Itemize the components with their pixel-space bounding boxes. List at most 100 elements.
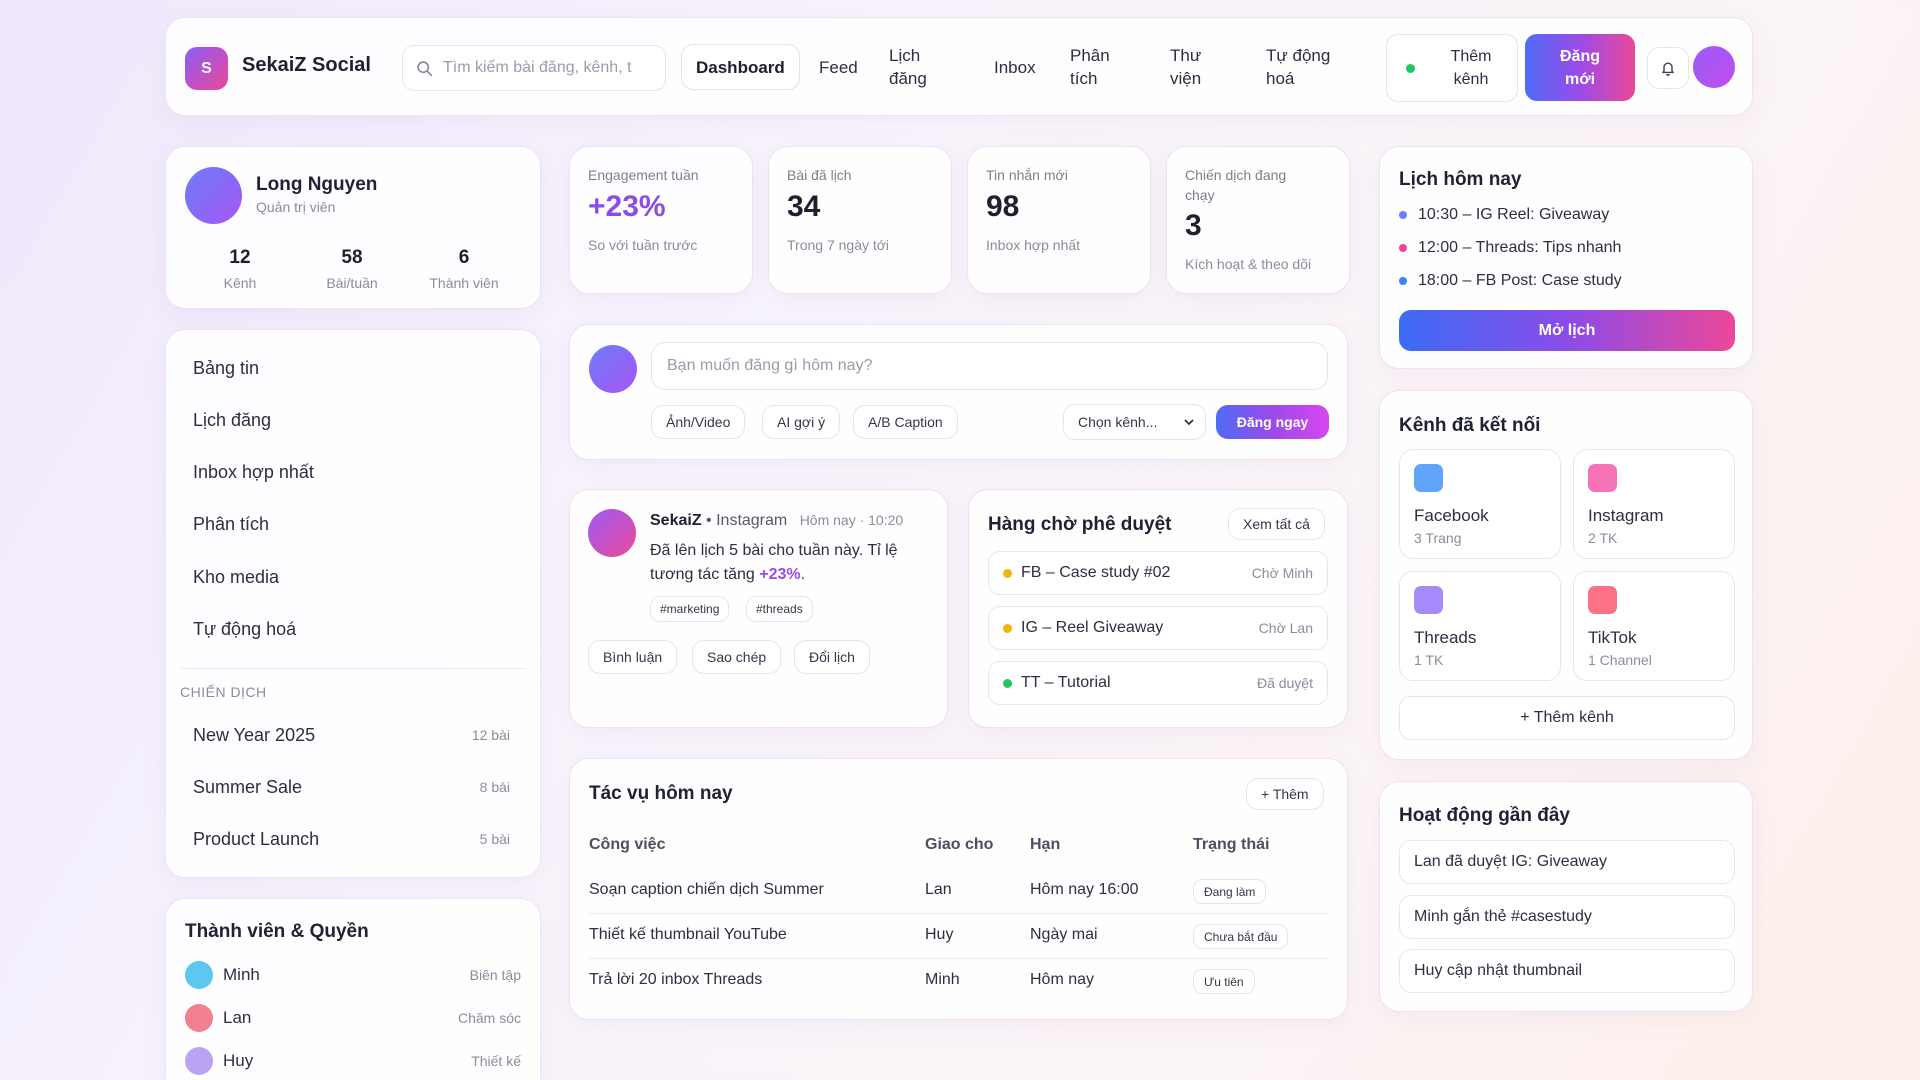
- campaign-item-summer-sale[interactable]: Summer Sale: [193, 777, 303, 797]
- member-row[interactable]: Minh Biên tập: [185, 960, 521, 990]
- profile-avatar: [185, 167, 242, 224]
- channel-tile-threads[interactable]: Threads 1 TK: [1399, 571, 1561, 681]
- schedule-item[interactable]: 10:30 – IG Reel: Giveaway: [1399, 206, 1609, 224]
- post-text-end: .: [800, 566, 806, 583]
- members-card: Thành viên & Quyền Minh Biên tập Lan Chă…: [165, 898, 541, 1080]
- stat-members: 6 Thành viên: [409, 247, 519, 291]
- approval-item-title: TT – Tutorial: [1021, 674, 1111, 691]
- sidebar-item-inbox[interactable]: Inbox hợp nhất: [193, 462, 314, 482]
- add-channel-button[interactable]: Thêm kênh: [1386, 34, 1518, 102]
- schedule-title: Lịch hôm nay: [1399, 169, 1522, 190]
- nav-automation[interactable]: Tự động hoá: [1266, 46, 1331, 88]
- campaign-count: 12 bài: [471, 727, 510, 743]
- profile-card: Long Nguyen Quản trị viên 12 Kênh 58 Bài…: [165, 146, 541, 309]
- user-avatar[interactable]: [1693, 46, 1735, 88]
- kpi-sub: So với tuần trước: [588, 237, 698, 253]
- approval-title: Hàng chờ phê duyệt: [988, 514, 1172, 535]
- ai-suggest-button[interactable]: AI gợi ý: [762, 405, 841, 439]
- add-task-button[interactable]: + Thêm: [1246, 778, 1324, 810]
- schedule-item[interactable]: 18:00 – FB Post: Case study: [1399, 272, 1622, 290]
- online-dot: [1406, 63, 1415, 73]
- media-option-button[interactable]: Ảnh/Video: [651, 405, 746, 439]
- schedule-item-text: 12:00 – Threads: Tips nhanh: [1418, 239, 1622, 256]
- nav-schedule[interactable]: Lịch đăng: [889, 46, 927, 88]
- kpi-value: 3: [1185, 209, 1202, 242]
- channel-tile-tiktok[interactable]: TikTok 1 Channel: [1573, 571, 1735, 681]
- status-badge: Ưu tiên: [1193, 969, 1255, 994]
- comment-button[interactable]: Bình luận: [588, 640, 678, 674]
- approval-item[interactable]: TT – Tutorial Đã duyệt: [988, 661, 1328, 705]
- campaign-count: 5 bài: [479, 831, 510, 847]
- activity-title: Hoạt động gần đây: [1399, 805, 1570, 826]
- tasks-title: Tác vụ hôm nay: [589, 783, 733, 804]
- channel-tile-instagram[interactable]: Instagram 2 TK: [1573, 449, 1735, 559]
- post-text: Đã lên lịch 5 bài cho tuần này. Tỉ lệ tư…: [650, 542, 898, 583]
- sidebar-item-schedule[interactable]: Lịch đăng: [193, 410, 272, 430]
- kpi-label: Chiến dịch đang chạy: [1185, 167, 1287, 203]
- status-badge: Chưa bắt đầu: [1193, 924, 1289, 949]
- campaign-item-new-year[interactable]: New Year 2025: [193, 725, 316, 745]
- schedule-item[interactable]: 12:00 – Threads: Tips nhanh: [1399, 239, 1621, 257]
- new-post-button[interactable]: Đăng mới: [1525, 34, 1635, 101]
- column-header-task: Công việc: [589, 836, 666, 853]
- open-calendar-button[interactable]: Mở lịch: [1399, 310, 1735, 351]
- stat-value: 12: [229, 247, 251, 268]
- schedule-dot: [1399, 244, 1407, 252]
- notifications-button[interactable]: [1647, 47, 1689, 89]
- kpi-value: 98: [986, 190, 1020, 223]
- composer-input[interactable]: [651, 342, 1328, 390]
- member-avatar: [185, 1004, 213, 1032]
- activity-item[interactable]: Lan đã duyệt IG: Giveaway: [1399, 840, 1735, 884]
- activity-item[interactable]: Huy cập nhật thumbnail: [1399, 949, 1735, 993]
- add-channel-button[interactable]: + Thêm kênh: [1399, 696, 1735, 740]
- nav-feed[interactable]: Feed: [819, 58, 858, 77]
- channel-tile-facebook[interactable]: Facebook 3 Trang: [1399, 449, 1561, 559]
- copy-button[interactable]: Sao chép: [692, 640, 782, 674]
- hashtag-chip[interactable]: #threads: [746, 596, 813, 622]
- campaign-item-product-launch[interactable]: Product Launch: [193, 829, 320, 849]
- table-row[interactable]: Soạn caption chiến dịch Summer Lan Hôm n…: [589, 869, 1329, 914]
- channel-name: Threads: [1414, 628, 1477, 647]
- nav-inbox[interactable]: Inbox: [994, 58, 1036, 77]
- approval-item[interactable]: IG – Reel Giveaway Chờ Lan: [988, 606, 1328, 650]
- schedule-item-text: 18:00 – FB Post: Case study: [1418, 272, 1622, 289]
- search-input[interactable]: [443, 59, 653, 77]
- schedule-dot: [1399, 211, 1407, 219]
- stat-value: 6: [458, 247, 470, 268]
- nav-dashboard[interactable]: Dashboard: [681, 44, 800, 90]
- post-now-button[interactable]: Đăng ngay: [1216, 405, 1329, 439]
- member-row[interactable]: Huy Thiết kế: [185, 1046, 521, 1076]
- connected-channels-card: Kênh đã kết nối Facebook 3 Trang Instagr…: [1379, 390, 1753, 760]
- approval-item[interactable]: FB – Case study #02 Chờ Minh: [988, 551, 1328, 595]
- column-header-assignee: Giao cho: [925, 836, 994, 853]
- column-header-due: Hạn: [1030, 836, 1061, 853]
- activity-item[interactable]: Minh gắn thẻ #casestudy: [1399, 895, 1735, 939]
- table-row[interactable]: Thiết kế thumbnail YouTube Huy Ngày mai …: [589, 914, 1329, 959]
- member-role: Chăm sóc: [457, 1010, 521, 1026]
- post-highlight: +23%: [759, 566, 801, 583]
- post-body: Đã lên lịch 5 bài cho tuần này. Tỉ lệ tư…: [650, 539, 930, 587]
- approval-item-status: Chờ Lan: [1258, 620, 1313, 636]
- kpi-value: 34: [787, 190, 821, 223]
- column-header-status: Trạng thái: [1193, 836, 1270, 853]
- ab-caption-button[interactable]: A/B Caption: [853, 405, 958, 439]
- sidebar-item-media[interactable]: Kho media: [193, 567, 280, 587]
- post-meta: SekaiZ • Instagram Hôm nay · 10:20: [650, 512, 903, 530]
- channel-select[interactable]: Chọn kênh...: [1063, 404, 1206, 440]
- member-avatar: [185, 961, 213, 989]
- channel-select-value: Chọn kênh...: [1078, 414, 1158, 430]
- reschedule-button[interactable]: Đổi lịch: [794, 640, 870, 674]
- nav-library[interactable]: Thư viện: [1170, 46, 1202, 88]
- view-all-button[interactable]: Xem tất cả: [1228, 508, 1325, 540]
- sidebar-item-automation[interactable]: Tự động hoá: [193, 619, 297, 639]
- hashtag-chip[interactable]: #marketing: [650, 596, 730, 622]
- task-due: Hôm nay: [1030, 971, 1095, 988]
- task-assignee: Minh: [925, 971, 960, 988]
- table-row[interactable]: Trả lời 20 inbox Threads Minh Hôm nay Ưu…: [589, 959, 1329, 1004]
- search-box[interactable]: [402, 45, 666, 91]
- member-row[interactable]: Lan Chăm sóc: [185, 1003, 521, 1033]
- sidebar-item-analytics[interactable]: Phân tích: [193, 514, 270, 534]
- approval-item-title: FB – Case study #02: [1021, 564, 1171, 581]
- sidebar-item-newsfeed[interactable]: Bảng tin: [193, 358, 260, 378]
- nav-analytics[interactable]: Phân tích: [1070, 46, 1110, 88]
